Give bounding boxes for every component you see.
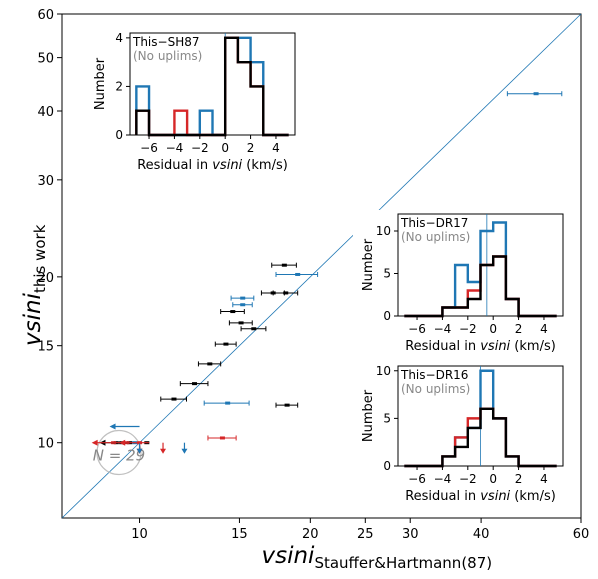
inset-x-axis-label: Residual in vsini (km/s) [405,339,556,354]
sample-size-annotation: N = 29 [93,446,145,464]
upper-limit-arrowhead [109,423,116,430]
y-tick-label: 10 [37,437,54,452]
x-axis-label-main: vsini [262,543,316,569]
inset-x-tick-label: −6 [408,322,426,336]
x-tick-label: 60 [573,527,590,542]
inset-x-axis-label-italic: vsini [480,339,510,354]
data-point [171,397,177,401]
inset-note: (No uplims) [401,230,470,244]
upper-limit-arrowhead [181,448,188,454]
data-point [283,291,289,295]
inset-x-axis-label: Residual in vsini (km/s) [137,158,288,173]
inset-y-tick-label: 10 [376,364,391,378]
data-point [238,321,244,325]
inset-y-axis-label: Number [361,238,376,291]
x-axis-label-sub: Stauffer&Hartmann(87) [314,554,492,572]
y-tick-label: 50 [37,52,54,67]
y-tick-label: 30 [37,174,54,189]
inset-x-tick-label: 2 [515,472,523,486]
inset-title: This−DR17 [400,216,468,230]
data-point [240,296,246,300]
x-tick-label: 30 [402,527,419,542]
inset-title: This−SH87 [132,35,200,49]
inset-x-axis-label: Residual in vsini (km/s) [405,489,556,504]
inset-x-axis-label-italic: vsini [212,158,242,173]
inset-x-tick-label: 4 [540,472,548,486]
inset-x-tick-label: −6 [140,141,158,155]
y-tick-label: 40 [37,105,54,120]
data-point [281,263,287,267]
data-point [192,382,198,386]
inset-histogram-dr17: −6 −4 −2 0 2 4 0 5 10 This−DR17(No uplims) Residua… [353,210,573,358]
inset-x-tick-label: −4 [434,322,452,336]
inset-x-tick-label: 0 [221,141,229,155]
data-point [207,362,213,366]
inset-x-tick-label: 0 [489,472,497,486]
y-axis-label-sub: this work [31,224,49,293]
x-axis-label: vsiniStauffer&Hartmann(87) [262,543,493,572]
inset-x-tick-label: −2 [459,472,477,486]
inset-y-axis-label: Number [361,389,376,442]
inset-x-axis-label-suffix: (km/s) [242,158,288,173]
inset-y-tick-label: 4 [115,31,123,45]
one-to-one-line [61,13,582,519]
inset-y-tick-label: 5 [383,411,391,425]
inset-y-tick-label: 0 [383,309,391,323]
inset-x-tick-label: 2 [515,322,523,336]
inset-histogram-series-black [404,407,557,468]
crowded-region-circle [96,429,142,476]
upper-limit-arrowhead [119,439,126,446]
inset-x-tick-label: −6 [408,472,426,486]
inset-x-tick-label: 4 [272,141,280,155]
data-point [240,303,246,307]
x-tick-label: 10 [131,527,148,542]
inset-x-tick-label: −2 [459,322,477,336]
x-tick-label: 20 [302,527,319,542]
y-tick-label: 60 [37,8,54,23]
inset-x-axis-label-italic: vsini [480,489,510,504]
inset-y-tick-label: 0 [115,128,123,142]
data-point [223,342,229,346]
inset-histogram-sh87: −6 −4 −2 0 2 4 0 2 4 This−SH87(No uplims) Residual… [85,29,305,177]
inset-title: This−DR16 [400,368,468,382]
x-tick-label: 25 [357,527,374,542]
inset-x-tick-label: −2 [191,141,209,155]
inset-y-tick-label: 10 [376,224,391,238]
inset-x-tick-label: −4 [434,472,452,486]
data-point [225,401,231,405]
upper-limit-arrowhead [160,448,167,454]
y-axis-label: vsinithis work [20,224,49,346]
y-axis-label-main: vsini [20,292,46,346]
inset-y-tick-label: 0 [383,459,391,473]
inset-x-axis-label-prefix: Residual in [137,158,212,173]
inset-y-tick-label: 5 [383,267,391,281]
inset-x-axis-label-suffix: (km/s) [510,339,556,354]
data-point [219,436,225,440]
inset-x-axis-label-suffix: (km/s) [510,489,556,504]
inset-x-tick-label: 2 [247,141,255,155]
upper-limit-arrowhead [91,439,98,446]
upper-limit-arrowhead [136,448,143,454]
inset-x-tick-label: 0 [489,322,497,336]
inset-histogram-dr16: −6 −4 −2 0 2 4 0 5 10 This−DR16(No uplims) Residua… [353,362,573,508]
data-point [251,327,257,331]
data-point [533,92,539,96]
y-tick-label: 15 [37,340,54,355]
data-point [284,403,290,407]
x-tick-label: 40 [473,527,490,542]
y-tick-label: 20 [37,271,54,286]
data-point [230,310,236,314]
inset-x-tick-label: 4 [540,322,548,336]
inset-y-tick-label: 2 [115,79,123,93]
inset-x-tick-label: −4 [166,141,184,155]
inset-x-axis-label-prefix: Residual in [405,489,480,504]
data-point [295,272,301,276]
inset-note: (No uplims) [133,49,202,63]
inset-note: (No uplims) [401,382,470,396]
x-tick-label: 15 [231,527,248,542]
inset-y-axis-label: Number [93,57,108,110]
inset-x-axis-label-prefix: Residual in [405,339,480,354]
